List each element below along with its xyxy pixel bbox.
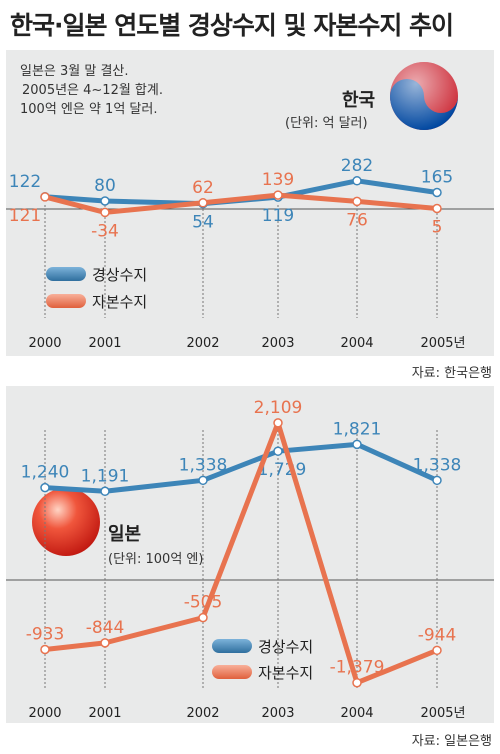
korea-data-point [352,196,362,207]
japan-x-tick-label: 2001 [88,706,121,721]
japan-data-label: 1,821 [333,419,382,439]
korea-data-label: 282 [341,156,373,176]
korea-data-label: 76 [346,210,368,230]
korea-data-point [198,198,208,208]
japan-data-label: 1,240 [21,463,70,483]
japan-data-label: 2,109 [254,398,303,418]
korea-data-point [273,190,283,200]
japan-data-point [40,644,50,655]
note-line-1: 일본은 3월 말 결산. [20,64,129,79]
korea-data-point [432,203,442,214]
korea-data-point [100,207,110,218]
japan-data-label: 1,338 [179,455,228,475]
korea-data-label: 122 [9,172,41,192]
korea-unit-label: (단위: 억 달러) [285,116,368,131]
japan-data-label: -933 [26,625,65,645]
japan-x-tick-label: 2000 [28,706,61,721]
japan-x-tick-label: 2005년 [420,706,465,721]
korea-series-line-capital [42,192,440,215]
legend-capital-label: 자본수지 [92,293,147,311]
japan-series-layer: 2000 2001 2002 2003 2004 2005년 1,240 1,191 1,338… [21,398,466,721]
japan-data-point [198,612,208,623]
korea-data-label: 139 [262,170,294,190]
korea-x-tick-label: 2001 [88,336,121,351]
page-title: 한국·일본 연도별 경상수지 및 자본수지 추이 [10,11,454,40]
japan-data-point [40,482,50,493]
japan-data-point [273,446,283,456]
japan-data-label: -505 [184,593,223,613]
korea-data-label: 119 [262,206,294,226]
korea-data-label: 121 [9,206,41,226]
legend-current-swatch [46,267,86,281]
japan-data-label: -1,379 [330,658,385,678]
korea-data-label: 5 [432,218,443,238]
korea-x-tick-label: 2005년 [420,336,465,351]
japan-source: 자료: 일본은행 [411,734,492,749]
japan-label: 일본 [108,524,142,545]
korea-series-layer: 2000 2001 2002 2003 2004 2005년 122 80 54 119 282 16… [9,156,466,351]
japan-sun-icon [32,488,100,556]
korea-data-point [100,196,110,206]
legend-current-swatch [212,639,252,653]
korea-x-tick-label: 2004 [340,336,373,351]
japan-chart-panel [6,386,494,723]
note-line-3: 100억 엔은 약 1억 달러. [20,102,158,117]
japan-data-point [273,418,283,428]
japan-x-tick-label: 2004 [340,706,373,721]
korea-x-tick-label: 2000 [28,336,61,351]
korea-x-tick-label: 2002 [186,336,219,351]
korea-x-tick-label: 2003 [261,336,294,351]
japan-data-point [352,439,362,450]
japan-data-point [100,486,110,497]
korea-data-label: 80 [94,176,116,196]
legend-capital-swatch [46,294,86,308]
japan-x-tick-label: 2002 [186,706,219,721]
japan-series-line-current [42,441,440,494]
japan-data-point [352,677,362,688]
legend-capital-label: 자본수지 [258,664,313,682]
japan-data-point [100,638,110,648]
korea-data-label: 165 [421,168,453,188]
korea-data-label: 62 [192,178,214,198]
japan-x-tick-label: 2003 [261,706,294,721]
korea-source: 자료: 한국은행 [411,366,492,381]
korea-data-label: 54 [192,213,214,233]
japan-data-point [432,645,442,656]
japan-data-label: -844 [86,618,125,638]
japan-data-point [198,475,208,486]
japan-data-point [432,475,442,486]
korea-data-point [352,176,362,186]
korea-label: 한국 [342,90,376,111]
legend-current-label: 경상수지 [92,266,147,284]
legend-capital-swatch [212,665,252,679]
korea-flag-icon [390,62,458,130]
note-line-2: 2005년은 4~12월 합계. [22,83,163,98]
japan-series-line-capital [42,420,440,686]
korea-legend: 경상수지 자본수지 [46,266,147,311]
japan-data-label: 1,191 [81,466,130,486]
korea-data-point [432,187,442,198]
japan-data-label: 1,338 [413,455,462,475]
legend-current-label: 경상수지 [258,638,313,656]
korea-data-label: -34 [91,221,119,241]
japan-legend: 경상수지 자본수지 [212,638,313,682]
korea-data-point [40,192,50,202]
japan-unit-label: (단위: 100억 엔) [108,552,204,567]
japan-data-label: -944 [418,625,457,645]
